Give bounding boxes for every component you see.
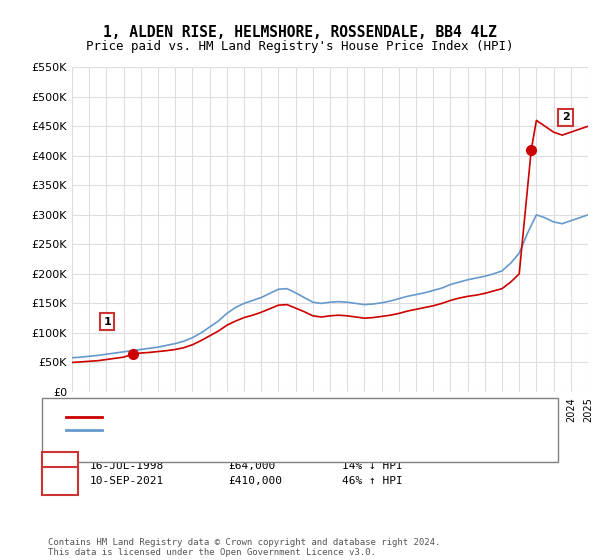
Text: 1, ALDEN RISE, HELMSHORE, ROSSENDALE, BB4 4LZ: 1, ALDEN RISE, HELMSHORE, ROSSENDALE, BB…	[103, 25, 497, 40]
Text: Contains HM Land Registry data © Crown copyright and database right 2024.
This d: Contains HM Land Registry data © Crown c…	[48, 538, 440, 557]
Text: HPI: Average price, detached house, Rossendale: HPI: Average price, detached house, Ross…	[108, 424, 395, 435]
Text: 2: 2	[562, 113, 569, 123]
Text: 1, ALDEN RISE, HELMSHORE, ROSSENDALE, BB4 4LZ (detached house): 1, ALDEN RISE, HELMSHORE, ROSSENDALE, BB…	[108, 412, 496, 422]
Text: 2: 2	[56, 476, 64, 486]
Text: £410,000: £410,000	[228, 476, 282, 486]
Text: 1: 1	[56, 461, 64, 471]
Text: 16-JUL-1998: 16-JUL-1998	[90, 461, 164, 471]
Text: 10-SEP-2021: 10-SEP-2021	[90, 476, 164, 486]
Text: 14% ↓ HPI: 14% ↓ HPI	[342, 461, 403, 471]
Text: 46% ↑ HPI: 46% ↑ HPI	[342, 476, 403, 486]
Text: Price paid vs. HM Land Registry's House Price Index (HPI): Price paid vs. HM Land Registry's House …	[86, 40, 514, 53]
Text: 1: 1	[103, 317, 111, 326]
Text: £64,000: £64,000	[228, 461, 275, 471]
